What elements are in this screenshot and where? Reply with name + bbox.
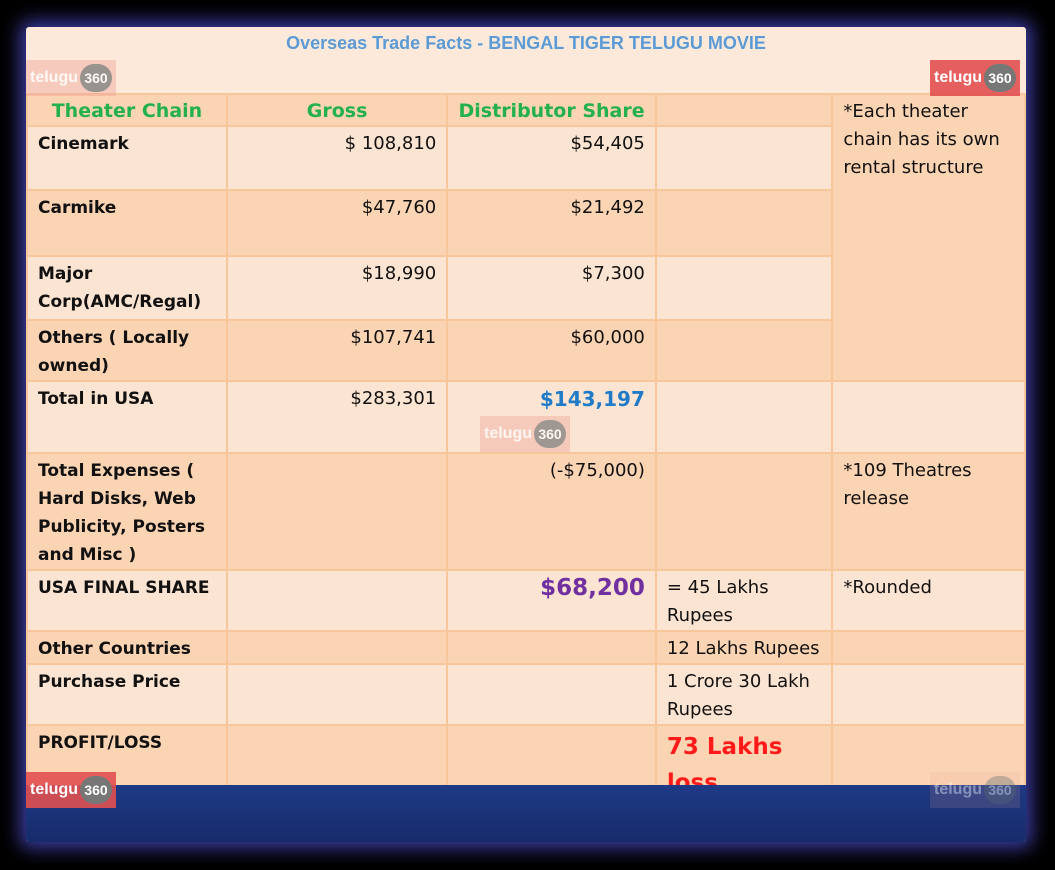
row-gross <box>225 663 449 726</box>
row-extra: 12 Lakhs Rupees <box>654 630 834 665</box>
row-gross: $47,760 <box>225 189 449 257</box>
table-row: USA FINAL SHARE $68,200 = 45 Lakhs Rupee… <box>26 569 1026 632</box>
row-extra <box>654 255 834 321</box>
row-label: USA FINAL SHARE <box>26 569 228 632</box>
row-extra <box>654 189 834 257</box>
watermark-badge-icon: 360 <box>984 776 1016 804</box>
watermark-badge-icon: 360 <box>80 64 112 92</box>
table-row: Total in USA $283,301 $143,197 <box>26 380 1026 454</box>
note-rounded: *Rounded <box>831 569 1026 632</box>
row-gross: $107,741 <box>225 319 449 382</box>
row-extra <box>654 380 834 454</box>
table-row: Major Corp(AMC/Regal) $18,990 $7,300 <box>26 255 1025 321</box>
note-theatres: *109 Theatres release <box>831 452 1026 571</box>
row-extra <box>654 319 834 382</box>
row-gross <box>225 569 449 632</box>
row-gross <box>225 630 449 665</box>
watermark-bottom-right: telugu 360 <box>930 772 1020 808</box>
row-extra <box>654 125 834 191</box>
row-label: Carmike <box>26 189 228 257</box>
table-row: Cinemark $ 108,810 $54,405 <box>26 125 1025 191</box>
total-share-value: $143,197 <box>446 380 657 454</box>
watermark-text: telugu <box>484 425 532 442</box>
row-share: $54,405 <box>446 125 657 191</box>
note-rental-structure: *Each theater chain has its own rental s… <box>831 93 1026 382</box>
row-share: $21,492 <box>446 189 657 257</box>
watermark-badge-icon: 360 <box>534 420 566 448</box>
table-row: Other Countries 12 Lakhs Rupees <box>26 630 1026 665</box>
row-label: Other Countries <box>26 630 228 665</box>
col-header-blank <box>654 93 834 127</box>
row-gross: $18,990 <box>225 255 449 321</box>
watermark-top-left: telugu 360 <box>26 60 116 96</box>
row-share <box>446 630 657 665</box>
row-extra: 1 Crore 30 Lakh Rupees <box>654 663 834 726</box>
col-header-theater-chain: Theater Chain <box>26 93 228 127</box>
watermark-badge-icon: 360 <box>80 776 112 804</box>
watermark-bottom-left: telugu 360 <box>26 772 116 808</box>
row-label: Major Corp(AMC/Regal) <box>26 255 228 321</box>
footer-band <box>26 785 1026 842</box>
row-label: Others ( Locally owned) <box>26 319 228 382</box>
row-extra: = 45 Lakhs Rupees <box>654 569 834 632</box>
col-header-distributor-share: Distributor Share <box>446 93 657 127</box>
row-label: Total Expenses ( Hard Disks, Web Publici… <box>26 452 228 571</box>
watermark-text: telugu <box>934 781 982 798</box>
row-share: (-$75,000) <box>446 452 657 571</box>
row-share <box>446 663 657 726</box>
watermark-top-right: telugu 360 <box>930 60 1020 96</box>
table-row: Purchase Price 1 Crore 30 Lakh Rupees <box>26 663 1026 726</box>
watermark-badge-icon: 360 <box>984 64 1016 92</box>
page-title: Overseas Trade Facts - BENGAL TIGER TELU… <box>286 33 766 53</box>
row-gross <box>225 452 449 571</box>
col-header-gross: Gross <box>225 93 449 127</box>
row-extra <box>654 452 834 571</box>
row-gross: $ 108,810 <box>225 125 449 191</box>
row-label: Cinemark <box>26 125 228 191</box>
watermark-center: telugu 360 <box>480 416 570 452</box>
row-label: Purchase Price <box>26 663 228 726</box>
watermark-text: telugu <box>30 69 78 86</box>
row-gross: $283,301 <box>225 380 449 454</box>
table-row: Total Expenses ( Hard Disks, Web Publici… <box>26 452 1026 571</box>
row-note-empty <box>831 630 1026 665</box>
watermark-text: telugu <box>934 69 982 86</box>
row-share: $7,300 <box>446 255 657 321</box>
trade-facts-card: Overseas Trade Facts - BENGAL TIGER TELU… <box>26 27 1026 842</box>
table-row: Carmike $47,760 $21,492 <box>26 189 1025 257</box>
table-row: Others ( Locally owned) $107,741 $60,000 <box>26 319 1025 382</box>
table-header-row: Theater Chain Gross Distributor Share *E… <box>26 93 1026 382</box>
final-share-value: $68,200 <box>446 569 657 632</box>
row-note-empty <box>831 380 1026 454</box>
row-note-empty <box>831 663 1026 726</box>
row-share: $60,000 <box>446 319 657 382</box>
row-label: Total in USA <box>26 380 228 454</box>
watermark-text: telugu <box>30 781 78 798</box>
